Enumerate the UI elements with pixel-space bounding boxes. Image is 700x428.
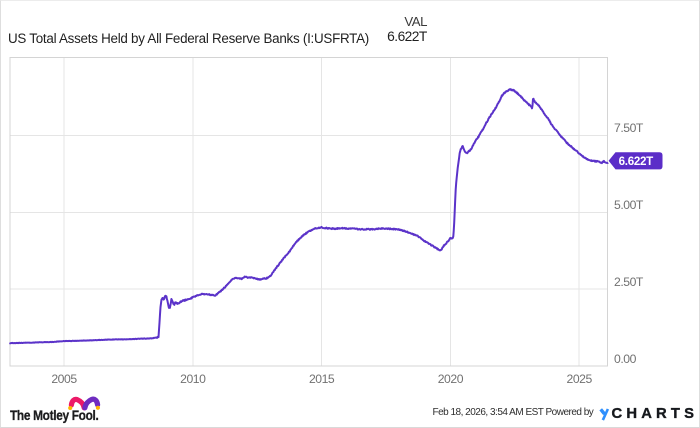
svg-text:6.622T: 6.622T [619, 155, 654, 168]
